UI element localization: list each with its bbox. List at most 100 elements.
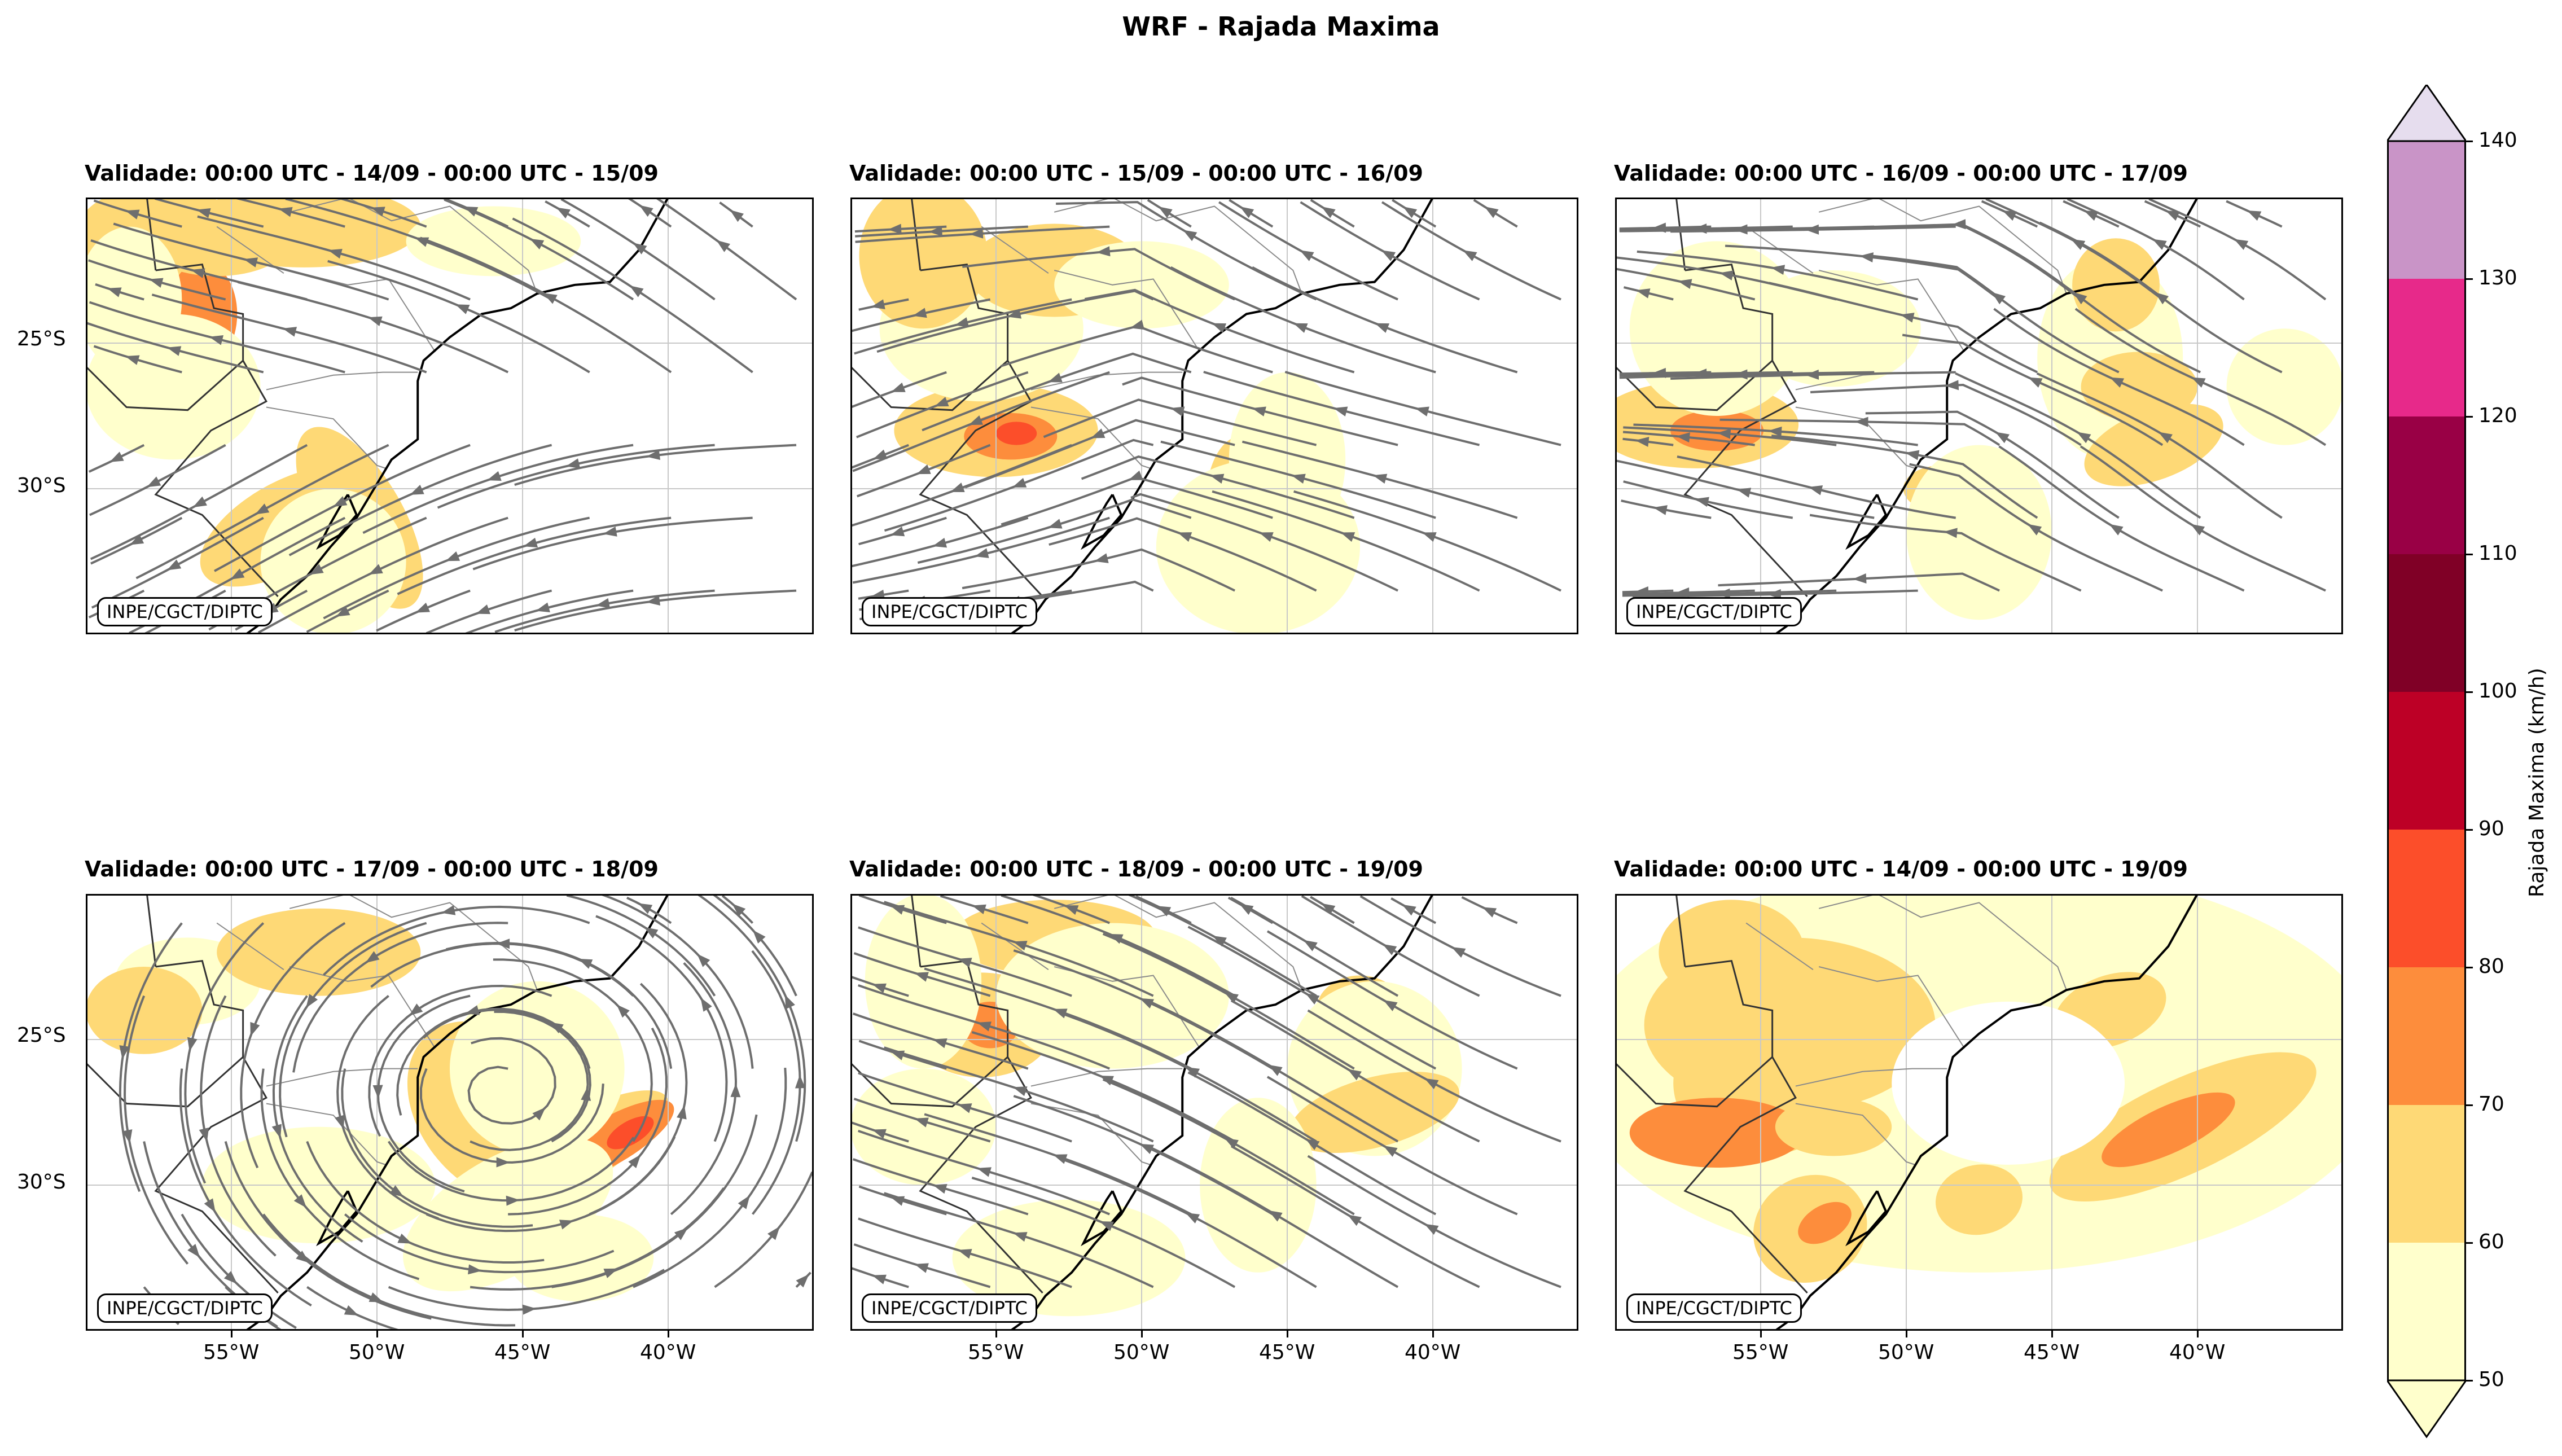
streamline-arrow: [271, 1124, 282, 1139]
x-tick-label: 55°W: [968, 1341, 1024, 1364]
streamline-arrow: [916, 464, 931, 475]
map-panel-3: INPE/CGCT/DIPTC: [1615, 198, 2343, 634]
streamline-arrow: [129, 534, 144, 545]
streamline-arrow: [1382, 944, 1397, 955]
streamline-arrow: [2234, 239, 2249, 250]
colorbar-tick-label: 130: [2478, 266, 2517, 290]
streamline-arrow: [1047, 519, 1063, 529]
colorbar-segment: [2387, 279, 2466, 416]
streamline-arrow: [957, 1249, 972, 1259]
streamline-arrow: [872, 1274, 887, 1284]
colorbar: [2385, 83, 2468, 1439]
map-panel-2: INPE/CGCT/DIPTC: [850, 198, 1578, 634]
streamline-arrow: [1463, 250, 1477, 261]
streamline-arrow: [730, 209, 744, 222]
streamline-arrow: [543, 293, 558, 304]
streamline-arrow: [1347, 1069, 1362, 1081]
streamline: [306, 1286, 400, 1331]
coastline: [245, 198, 669, 634]
streamline-arrow: [368, 564, 383, 575]
streamline-arrow: [1291, 473, 1306, 484]
streamline-arrow: [2073, 292, 2087, 305]
gust-area: [996, 422, 1037, 445]
streamline-arrow: [125, 355, 140, 365]
country-border: [1615, 359, 1773, 411]
streamline-arrow: [309, 564, 324, 575]
streamline-arrow: [1048, 372, 1063, 383]
streamline-arrow: [1482, 907, 1497, 918]
streamline-arrow: [1695, 497, 1709, 507]
streamline-arrow: [2070, 239, 2086, 250]
state-border: [1054, 198, 1113, 213]
country-border: [1684, 960, 1774, 1057]
x-tick-mark: [1287, 1331, 1288, 1337]
streamline-arrow: [633, 243, 647, 255]
colorbar-tick-label: 60: [2478, 1230, 2504, 1253]
panel-title-5: Validade: 00:00 UTC - 18/09 - 00:00 UTC …: [849, 857, 1423, 882]
streamline: [1810, 383, 2082, 446]
country-border: [146, 894, 157, 967]
state-border: [1818, 894, 1877, 909]
streamline-arrow: [2191, 377, 2206, 388]
streamline-arrow: [1321, 903, 1336, 915]
streamline-arrow: [872, 983, 887, 993]
streamline-arrow: [372, 1085, 383, 1099]
state-border: [1818, 270, 1966, 353]
streamline-arrow: [192, 496, 208, 508]
colorbar-segment: [2387, 416, 2466, 554]
streamline-arrow: [1268, 1210, 1283, 1222]
gust-area: [2226, 328, 2343, 445]
y-tick-25s-bottom: 25°S: [17, 1024, 66, 1047]
state-border: [216, 922, 284, 970]
gust-area: [1798, 1201, 1852, 1244]
x-tick-label: 55°W: [203, 1341, 260, 1364]
country-border: [155, 960, 244, 1057]
gust-area: [1936, 1164, 2023, 1235]
streamline-arrow: [1183, 230, 1197, 242]
gust-area: [1659, 900, 1805, 1005]
map-panel-4: INPE/CGCT/DIPTC: [86, 894, 814, 1331]
streamline-arrow: [2165, 210, 2180, 221]
streamline-arrow: [1805, 224, 1819, 235]
streamline-arrow: [674, 1227, 688, 1240]
state-border: [1112, 198, 1302, 294]
streamline-arrow: [968, 415, 983, 426]
streamline-arrow: [677, 1105, 687, 1120]
streamline-arrow: [223, 1271, 238, 1284]
state-border: [1745, 922, 1814, 970]
streamline-arrow: [1424, 1078, 1439, 1090]
streamline-arrow: [196, 208, 211, 218]
streamline-arrow: [891, 382, 906, 392]
streamline-arrow: [1719, 270, 1734, 280]
streamline-arrow: [1170, 406, 1185, 416]
streamline-arrow: [1900, 313, 1915, 323]
streamline-arrow: [365, 951, 380, 963]
streamline-arrow: [1300, 250, 1314, 261]
streamline-arrow: [496, 1157, 510, 1168]
streamline-arrow: [536, 602, 550, 612]
streamline-arrow: [928, 226, 942, 236]
credit-label: INPE/CGCT/DIPTC: [97, 1293, 273, 1323]
streamline-arrow: [795, 1075, 805, 1089]
credit-label: INPE/CGCT/DIPTC: [97, 597, 273, 626]
streamline-arrow: [1305, 1138, 1320, 1150]
streamline-arrow: [191, 268, 205, 278]
country-border: [920, 264, 1009, 361]
streamline-arrow: [872, 449, 888, 459]
streamline-arrow: [1268, 1064, 1283, 1076]
x-tick-mark: [1906, 1331, 1907, 1337]
streamline: [714, 1171, 814, 1288]
streamline-arrow: [119, 1045, 130, 1060]
streamline-arrow: [2027, 524, 2042, 536]
colorbar-tick: [2466, 967, 2473, 968]
streamline-arrow: [107, 287, 122, 297]
streamline-arrow: [1853, 573, 1867, 584]
colorbar-outline: [2387, 140, 2466, 1382]
country-border: [86, 359, 244, 411]
streamline-arrow: [187, 1244, 200, 1258]
country-border: [86, 1056, 244, 1108]
streamline-arrow: [2083, 210, 2099, 221]
x-tick-mark: [1141, 1331, 1143, 1337]
streamline-arrow: [1064, 905, 1079, 915]
streamline-arrow: [306, 994, 318, 1008]
